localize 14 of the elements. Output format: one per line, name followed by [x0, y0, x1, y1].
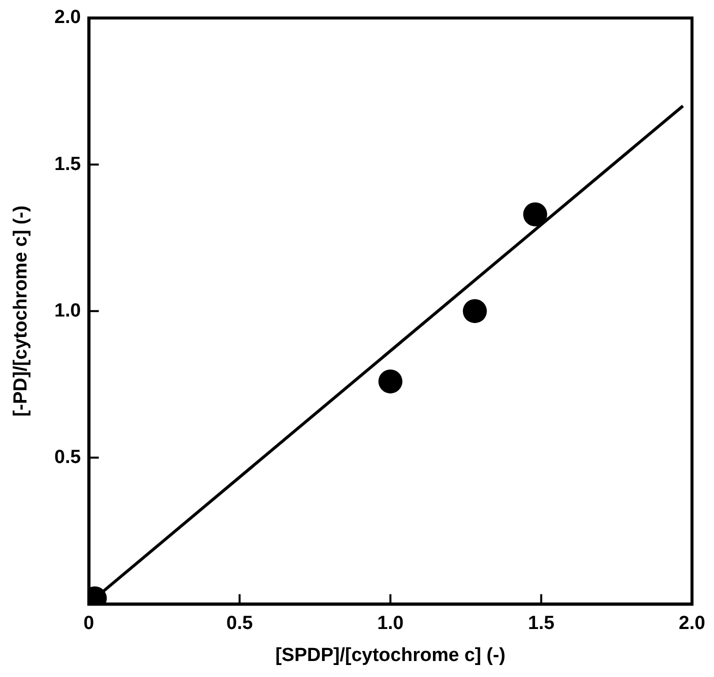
point: [462, 299, 487, 324]
y-tick-label: 2.0: [54, 7, 81, 28]
y-tick-label: 0.5: [54, 446, 82, 468]
x-tick-label: 0.5: [226, 612, 254, 634]
x-axis-title: [SPDP]/[cytochrome c] (-): [275, 644, 506, 666]
x-tick-label: 1.5: [528, 612, 555, 634]
y-axis-title: [-PD]/[cytochrome c] (-): [10, 206, 32, 417]
point: [523, 202, 548, 226]
x-tick-label: 0: [84, 612, 94, 634]
y-tick-label: 1.5: [54, 154, 82, 175]
y-tick-label: 1.0: [54, 300, 81, 322]
x-tick-label: 1.0: [377, 612, 404, 634]
point: [378, 369, 402, 394]
x-tick-label: 2.0: [678, 612, 706, 634]
